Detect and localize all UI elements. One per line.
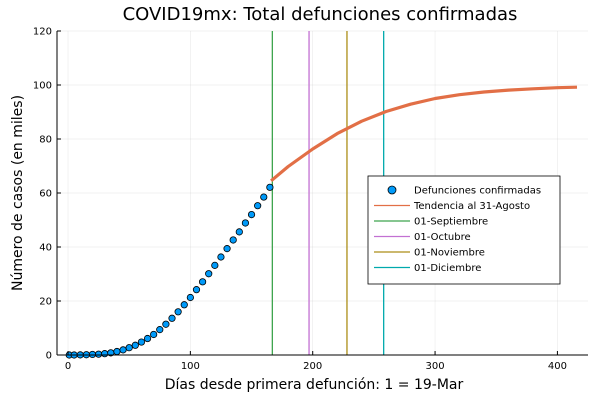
y-tick-label: 20 bbox=[39, 297, 52, 308]
data-point bbox=[192, 286, 201, 294]
data-point bbox=[217, 253, 225, 261]
legend-label: 01-Noviembre bbox=[414, 248, 485, 259]
y-tick-label: 80 bbox=[39, 135, 52, 146]
data-point bbox=[137, 338, 146, 346]
x-tick-label: 0 bbox=[65, 361, 71, 372]
trend-series bbox=[270, 85, 578, 183]
chart-title: COVID19mx: Total defunciones confirmadas bbox=[123, 4, 518, 25]
legend-label: 01-Septiembre bbox=[414, 217, 488, 228]
x-tick-labels: 0 100 200 300 400 bbox=[65, 351, 567, 372]
y-tick-label: 60 bbox=[39, 189, 52, 200]
y-tick-label: 40 bbox=[39, 243, 52, 254]
legend-label: 01-Diciembre bbox=[414, 263, 481, 274]
data-point bbox=[125, 344, 133, 352]
y-tick-labels: 0 20 40 60 80 100 120 bbox=[33, 27, 61, 362]
x-axis-label: Días desde primera defunción: 1 = 19-Mar bbox=[165, 377, 464, 393]
legend: Defunciones confirmadas Tendencia al 31-A… bbox=[367, 175, 561, 285]
legend-label: 01-Octubre bbox=[414, 232, 471, 243]
data-point bbox=[94, 350, 103, 358]
y-tick-label: 100 bbox=[33, 81, 52, 92]
data-point bbox=[211, 261, 219, 269]
x-tick-label: 300 bbox=[426, 361, 445, 372]
data-point bbox=[156, 326, 164, 334]
y-axis-label: Número de casos (en miles) bbox=[10, 95, 26, 291]
data-point bbox=[180, 301, 188, 309]
scatter-series bbox=[65, 183, 274, 359]
data-point bbox=[119, 346, 127, 354]
data-point bbox=[229, 236, 237, 244]
x-tick-label: 100 bbox=[181, 361, 200, 372]
data-point bbox=[235, 228, 243, 236]
y-tick-label: 0 bbox=[46, 351, 52, 362]
legend-box bbox=[367, 175, 561, 285]
data-point bbox=[174, 308, 182, 316]
legend-label: Tendencia al 31-Agosto bbox=[413, 201, 530, 212]
data-point bbox=[143, 334, 152, 343]
data-point bbox=[223, 245, 231, 253]
y-tick-label: 120 bbox=[33, 27, 52, 38]
data-point bbox=[266, 183, 274, 191]
data-point bbox=[205, 270, 213, 278]
data-point bbox=[254, 202, 262, 210]
legend-marker-scatter bbox=[387, 185, 397, 195]
data-point bbox=[101, 350, 109, 358]
trend-line bbox=[270, 85, 578, 183]
x-tick-label: 400 bbox=[548, 361, 567, 372]
data-point bbox=[113, 347, 121, 356]
data-point bbox=[131, 341, 139, 349]
data-point bbox=[150, 330, 158, 339]
data-point bbox=[247, 211, 256, 219]
data-point bbox=[88, 350, 97, 359]
data-point bbox=[162, 320, 170, 328]
data-point bbox=[186, 293, 194, 302]
data-point bbox=[260, 193, 268, 201]
data-point bbox=[198, 278, 207, 286]
legend-label: Defunciones confirmadas bbox=[414, 186, 541, 197]
data-point bbox=[168, 314, 176, 322]
data-point bbox=[241, 219, 250, 227]
x-tick-label: 200 bbox=[303, 361, 322, 372]
